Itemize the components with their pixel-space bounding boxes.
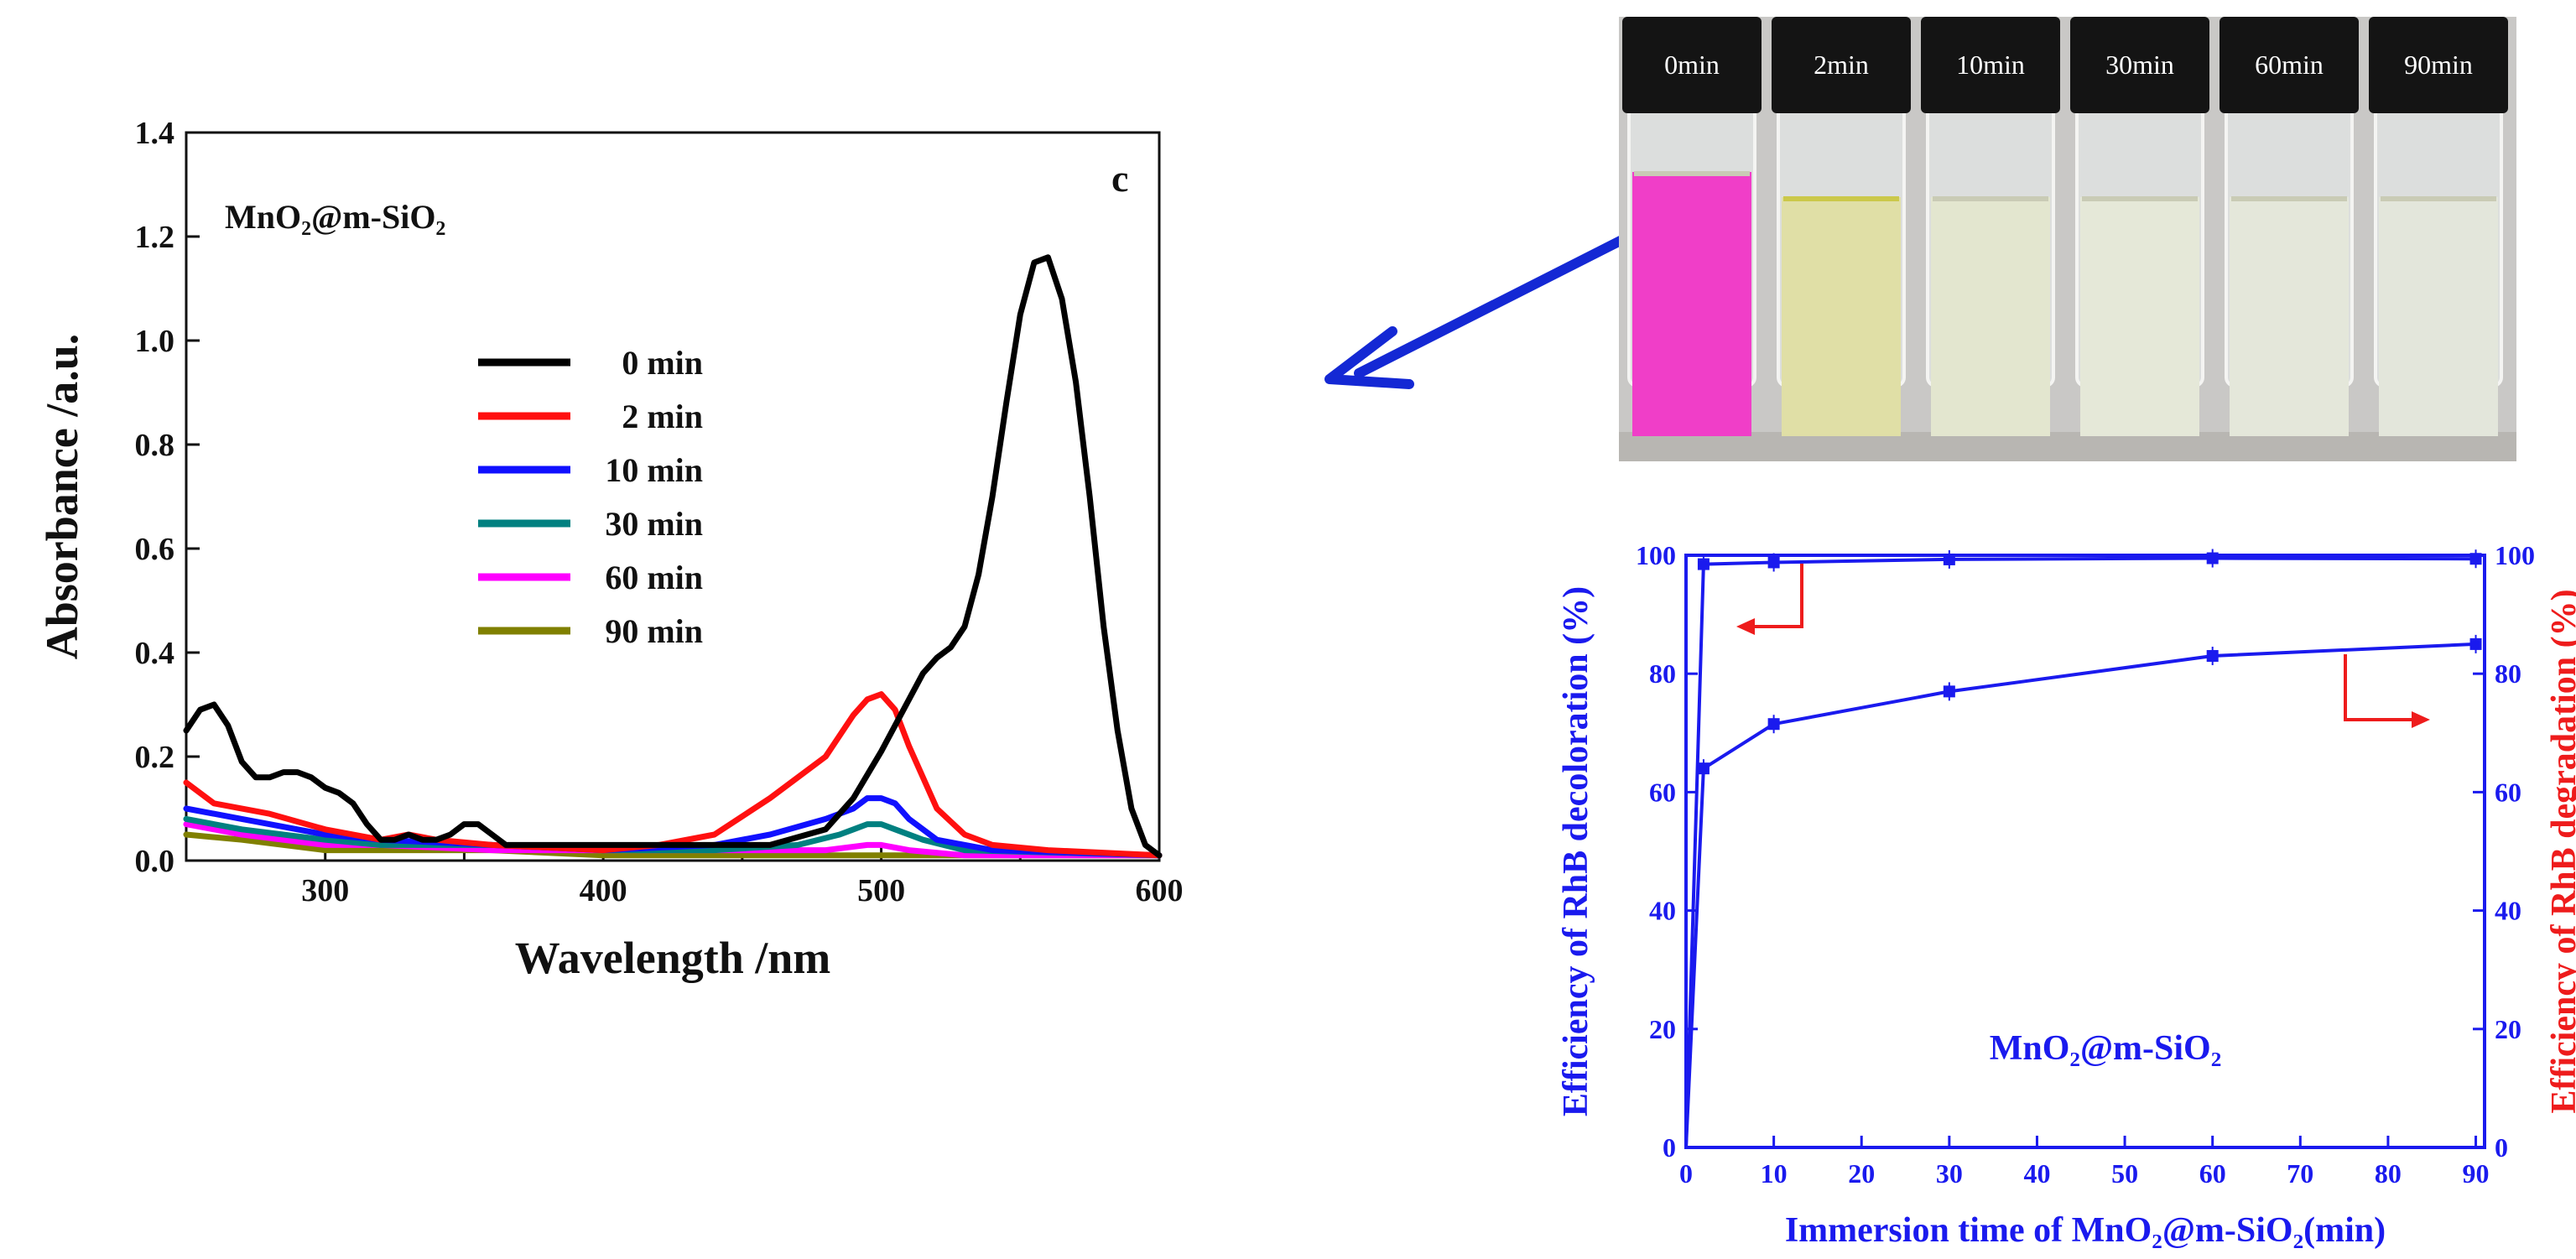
vial-liquid [1632, 172, 1751, 436]
absorbance-plot-frame [185, 131, 1161, 862]
x-tick-label: 70 [2287, 1158, 2313, 1189]
x-tick-label: 30 [1936, 1158, 1963, 1189]
y-tick-label: 1.0 [135, 324, 175, 359]
y-axis-title: Absorbance /a.u. [37, 334, 87, 660]
absorbance-chart: 300 400 500 600 0.0 0.2 0.4 0.6 0.8 1.0 1.2 1.4 0 … [37, 116, 1184, 983]
y-tick-label: 0.2 [135, 740, 175, 775]
y-tick-label: 0.0 [135, 844, 175, 879]
vial-label: 10min [1956, 49, 2025, 80]
vial-liquid [2080, 197, 2199, 436]
left-axis-indicator [1736, 564, 1803, 635]
left-tick-label: 60 [1649, 777, 1676, 807]
legend-label: 90 min [605, 612, 703, 650]
left-tick-label: 40 [1649, 896, 1676, 926]
right-tick-label: 80 [2495, 658, 2521, 689]
sample-annotation: MnO₂@m-SiO₂ [225, 198, 445, 236]
x-tick-label: 60 [2199, 1158, 2226, 1189]
legend-label: 60 min [605, 559, 703, 596]
y-tick-label: 0.4 [135, 636, 175, 671]
y-tick-label: 0.6 [135, 532, 175, 567]
x-axis-title: Immersion time of MnO₂@m-SiO₂(min) [1785, 1211, 2386, 1250]
vial-label: 0min [1664, 49, 1720, 80]
vial-liquid [1931, 197, 2050, 436]
right-tick-label: 40 [2495, 896, 2521, 926]
left-tick-label: 80 [1649, 658, 1676, 689]
vial-liquid [1782, 197, 1901, 436]
arrow-head [1324, 326, 1414, 389]
right-axis-indicator [2344, 654, 2430, 728]
right-tick-label: 100 [2495, 540, 2535, 570]
vial-label: 2min [1814, 49, 1869, 80]
y-tick-label: 1.2 [135, 220, 175, 255]
x-tick-label: 400 [580, 873, 627, 908]
left-tick-label: 20 [1649, 1014, 1676, 1044]
data-point [1943, 553, 1955, 565]
x-tick-label: 50 [2111, 1158, 2138, 1189]
x-tick-label: 20 [1848, 1158, 1875, 1189]
data-point [2469, 637, 2482, 650]
vial-liquid [2379, 197, 2498, 436]
vial-cap [2220, 17, 2359, 113]
vial-cap [2070, 17, 2209, 113]
vial-cap [1921, 17, 2060, 113]
photo-shelf [1619, 432, 2516, 461]
vial-liquid [2230, 197, 2349, 436]
x-tick-label: 0 [1679, 1158, 1693, 1189]
right-tick-label: 60 [2495, 777, 2521, 807]
series-line [183, 815, 1163, 859]
series-line [1684, 642, 2476, 1148]
data-point [2469, 553, 2482, 565]
series-line [183, 254, 1163, 859]
x-tick-label: 40 [2023, 1158, 2050, 1189]
vial-cap [2369, 17, 2508, 113]
x-tick-label: 300 [301, 873, 349, 908]
legend-label: 30 min [605, 505, 703, 543]
y-axis-title-right: Efficiency of RhB degradation (%) [2545, 589, 2576, 1113]
vial-photo: 0min 2min 10min 30min 60min 90min [1619, 17, 2516, 461]
vial-cap [1622, 17, 1762, 113]
y-axis-title-left: Efficiency of RhB decoloration (%) [1557, 586, 1595, 1116]
panel-letter: c [1111, 157, 1128, 200]
series-line [1684, 556, 2476, 1148]
data-point [1767, 718, 1780, 731]
sample-annotation: MnO₂@m-SiO₂ [1990, 1029, 2222, 1068]
data-point [2206, 650, 2219, 663]
x-tick-label: 90 [2463, 1158, 2490, 1189]
x-tick-label: 10 [1761, 1158, 1788, 1189]
x-tick-label: 600 [1136, 873, 1184, 908]
x-tick-label: 500 [857, 873, 905, 908]
vial-label: 30min [2105, 49, 2174, 80]
vial-label: 90min [2404, 49, 2473, 80]
left-tick-label: 100 [1636, 540, 1676, 570]
x-axis-title: Wavelength /nm [515, 933, 831, 983]
vial-cap [1772, 17, 1911, 113]
data-point [1943, 685, 1955, 698]
data-point [1697, 762, 1710, 775]
right-tick-label: 0 [2495, 1132, 2508, 1163]
data-point [2206, 552, 2219, 564]
data-point [1767, 556, 1780, 569]
left-tick-label: 0 [1663, 1132, 1676, 1163]
series-line [183, 691, 1163, 859]
y-tick-label: 0.8 [135, 428, 175, 463]
legend-label: 2 min [622, 398, 703, 435]
data-point [1697, 558, 1710, 570]
legend-label: 0 min [622, 344, 703, 382]
photo-background [1619, 17, 2516, 461]
vial-label: 60min [2255, 49, 2324, 80]
right-tick-label: 20 [2495, 1014, 2521, 1044]
series-line [183, 831, 1163, 859]
efficiency-plot-frame [1684, 554, 2486, 1149]
y-tick-label: 1.4 [135, 116, 175, 151]
legend-label: 10 min [605, 451, 703, 489]
x-tick-label: 80 [2375, 1158, 2402, 1189]
